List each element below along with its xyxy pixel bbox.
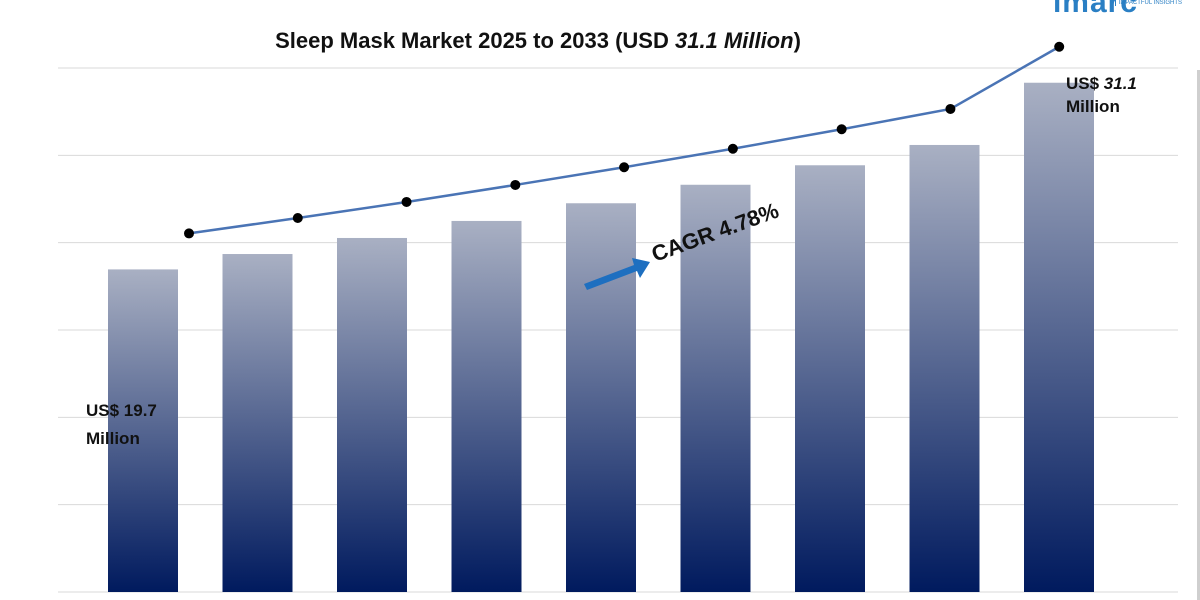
trend-marker-2032 [945, 103, 956, 114]
cagr-arrow-icon [584, 258, 650, 290]
brand-logo-subtitle: IMPACTFUL INSIGHTS [1114, 0, 1182, 6]
end-value-number: 31.1 [1104, 74, 1137, 93]
start-value-label-line1: US$ 19.7 [86, 401, 157, 420]
trend-marker-2029 [619, 162, 630, 173]
trend-marker-2031 [836, 124, 847, 135]
trend-marker-2030 [727, 143, 738, 154]
start-value-label-line2: Million [86, 429, 140, 448]
end-value-label-line2: Million [1066, 97, 1120, 116]
bar-2031 [795, 165, 865, 592]
chart-title: Sleep Mask Market 2025 to 2033 (USD 31.1… [0, 28, 1076, 54]
bar-2032 [909, 144, 980, 592]
trend-marker-2027 [401, 196, 412, 207]
bar-2029 [566, 203, 636, 592]
bar-2027 [337, 237, 407, 592]
chart-title-prefix: Sleep Mask Market 2025 to 2033 (USD [275, 28, 675, 53]
frame-border [1197, 70, 1200, 600]
end-value-currency: US$ [1066, 74, 1104, 93]
bar-2033 [1024, 82, 1094, 593]
trend-marker-2026 [292, 213, 303, 224]
end-value-label-line1: US$ 31.1 [1066, 74, 1137, 93]
brand-logo: imarc [1052, 0, 1138, 19]
bar-2026 [222, 254, 293, 592]
trend-marker-2028 [510, 179, 521, 190]
bar-2025 [108, 269, 178, 592]
bar-2028 [451, 220, 522, 592]
trend-marker-2033 [1054, 41, 1065, 52]
trend-marker-2025 [184, 228, 194, 239]
chart-title-emphasis: 31.1 Million [674, 28, 794, 53]
chart-title-suffix: ) [793, 28, 801, 53]
bars [108, 82, 1094, 593]
bar-2030 [680, 184, 751, 592]
trend-markers [184, 41, 1065, 239]
